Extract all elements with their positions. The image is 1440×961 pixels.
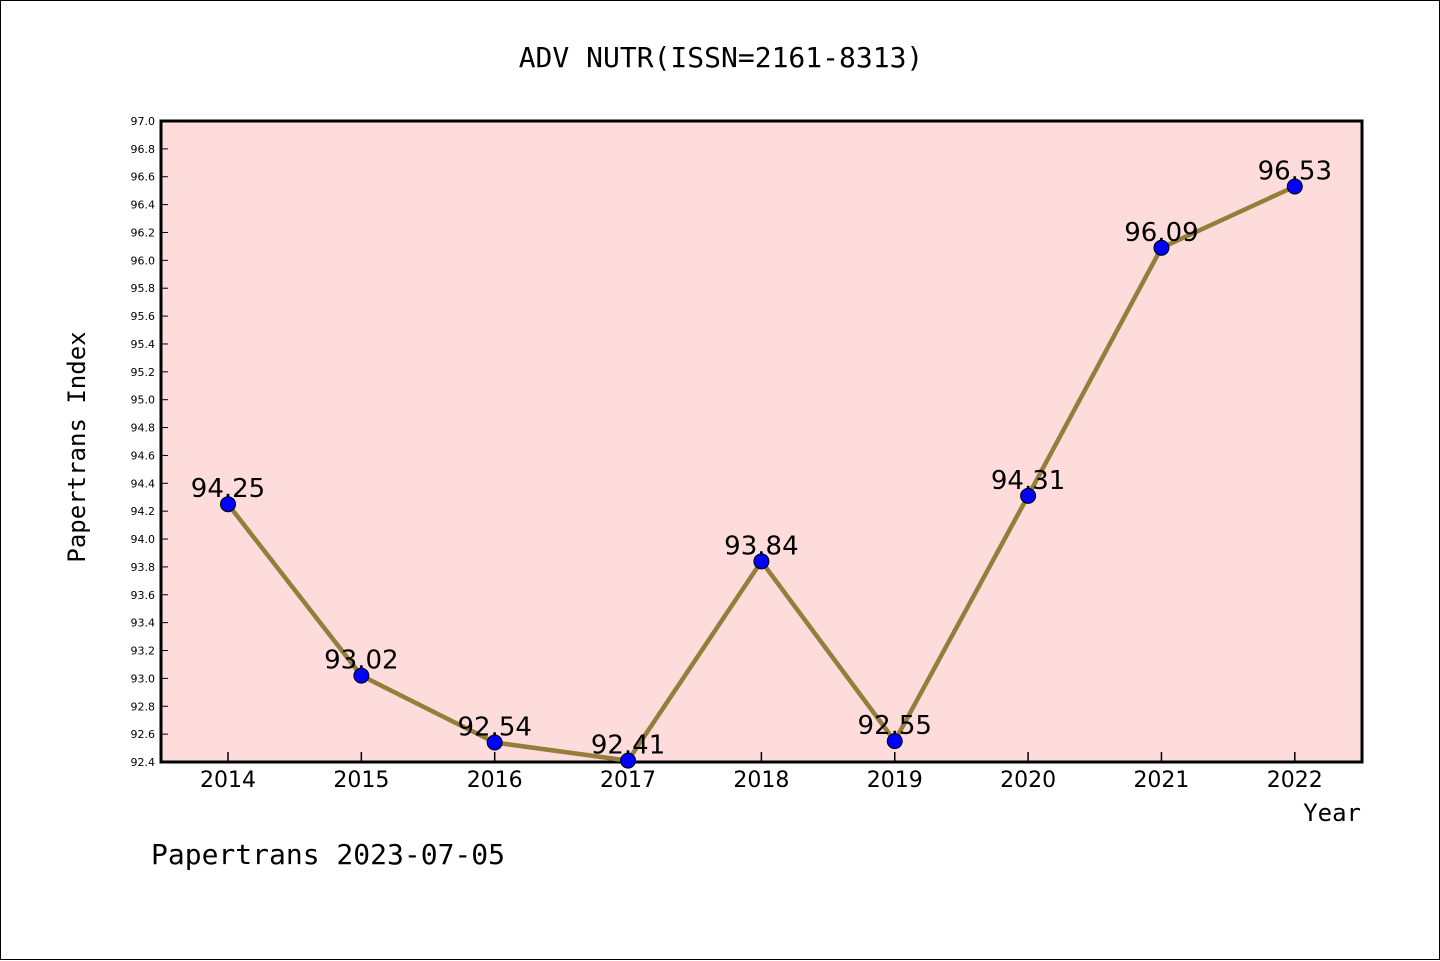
y-tick-label: 93.6 [131, 589, 156, 602]
data-point [353, 667, 370, 684]
x-tick-label: 2020 [1000, 768, 1056, 793]
footer-watermark: Papertrans 2023-07-05 [151, 838, 505, 871]
y-tick-label: 92.4 [131, 756, 156, 769]
y-tick-label: 95.2 [131, 366, 156, 379]
y-tick-label: 94.2 [131, 505, 156, 518]
y-tick-label: 94.0 [131, 533, 156, 546]
y-tick-label: 93.4 [131, 617, 156, 630]
data-point [753, 553, 770, 570]
data-point [620, 752, 637, 769]
data-point [220, 496, 236, 513]
y-tick-label: 96.4 [131, 199, 156, 212]
data-label: 94.31 [991, 466, 1065, 496]
y-tick-label: 96.6 [131, 171, 156, 184]
x-tick-label: 2015 [333, 768, 389, 793]
data-label: 93.84 [724, 531, 798, 561]
data-label: 96.53 [1258, 156, 1332, 186]
y-axis-label: Papertrans Index [63, 331, 91, 562]
y-tick-label: 95.0 [131, 394, 156, 407]
x-axis-label: Year [1303, 799, 1361, 827]
data-point [1286, 178, 1303, 195]
y-tick-label: 92.6 [131, 728, 156, 741]
y-tick-label: 95.8 [131, 282, 156, 295]
data-label: 92.41 [591, 731, 665, 761]
y-tick-label: 94.8 [131, 422, 156, 435]
y-tick-label: 96.0 [131, 254, 156, 267]
data-point [486, 734, 503, 751]
x-axis: 2014 2015 2016 2017 2018 2019 2020 2021 2022 [200, 752, 1323, 793]
plot-area [159, 119, 1364, 764]
x-tick-label: 2016 [467, 768, 523, 793]
chart-title: ADV NUTR(ISSN=2161-8313) [519, 41, 924, 74]
y-tick-label: 93.2 [131, 645, 156, 658]
x-tick-label: 2022 [1267, 768, 1323, 793]
data-series: 94.25 93.02 92.54 92.41 93.84 92.55 94.31 96.09… [191, 156, 1332, 769]
data-point [1020, 487, 1037, 504]
data-label: 92.55 [858, 711, 932, 741]
x-tick-label: 2018 [733, 768, 789, 793]
x-tick-label: 2017 [600, 768, 656, 793]
y-tick-label: 93.8 [131, 561, 156, 574]
data-label: 96.09 [1124, 218, 1198, 248]
data-point [1153, 239, 1170, 256]
y-tick-label: 97.0 [131, 115, 156, 128]
data-label: 93.02 [324, 646, 398, 676]
data-label: 94.25 [191, 474, 265, 504]
y-axis: 92.4 92.6 92.8 93.0 93.2 93.4 93.6 93.8 94.0 94.2… [131, 115, 168, 769]
y-tick-label: 95.4 [131, 338, 156, 351]
y-tick-label: 94.6 [131, 449, 156, 462]
x-tick-label: 2014 [200, 768, 256, 793]
y-tick-label: 95.6 [131, 310, 156, 323]
y-tick-label: 96.2 [131, 226, 156, 239]
data-point [886, 733, 903, 750]
y-tick-label: 93.0 [131, 672, 156, 685]
data-label: 92.54 [457, 712, 531, 742]
x-tick-label: 2021 [1133, 768, 1189, 793]
x-tick-label: 2019 [867, 768, 923, 793]
y-tick-label: 92.8 [131, 700, 156, 713]
y-tick-label: 94.4 [131, 477, 156, 490]
y-tick-label: 96.8 [131, 143, 156, 156]
